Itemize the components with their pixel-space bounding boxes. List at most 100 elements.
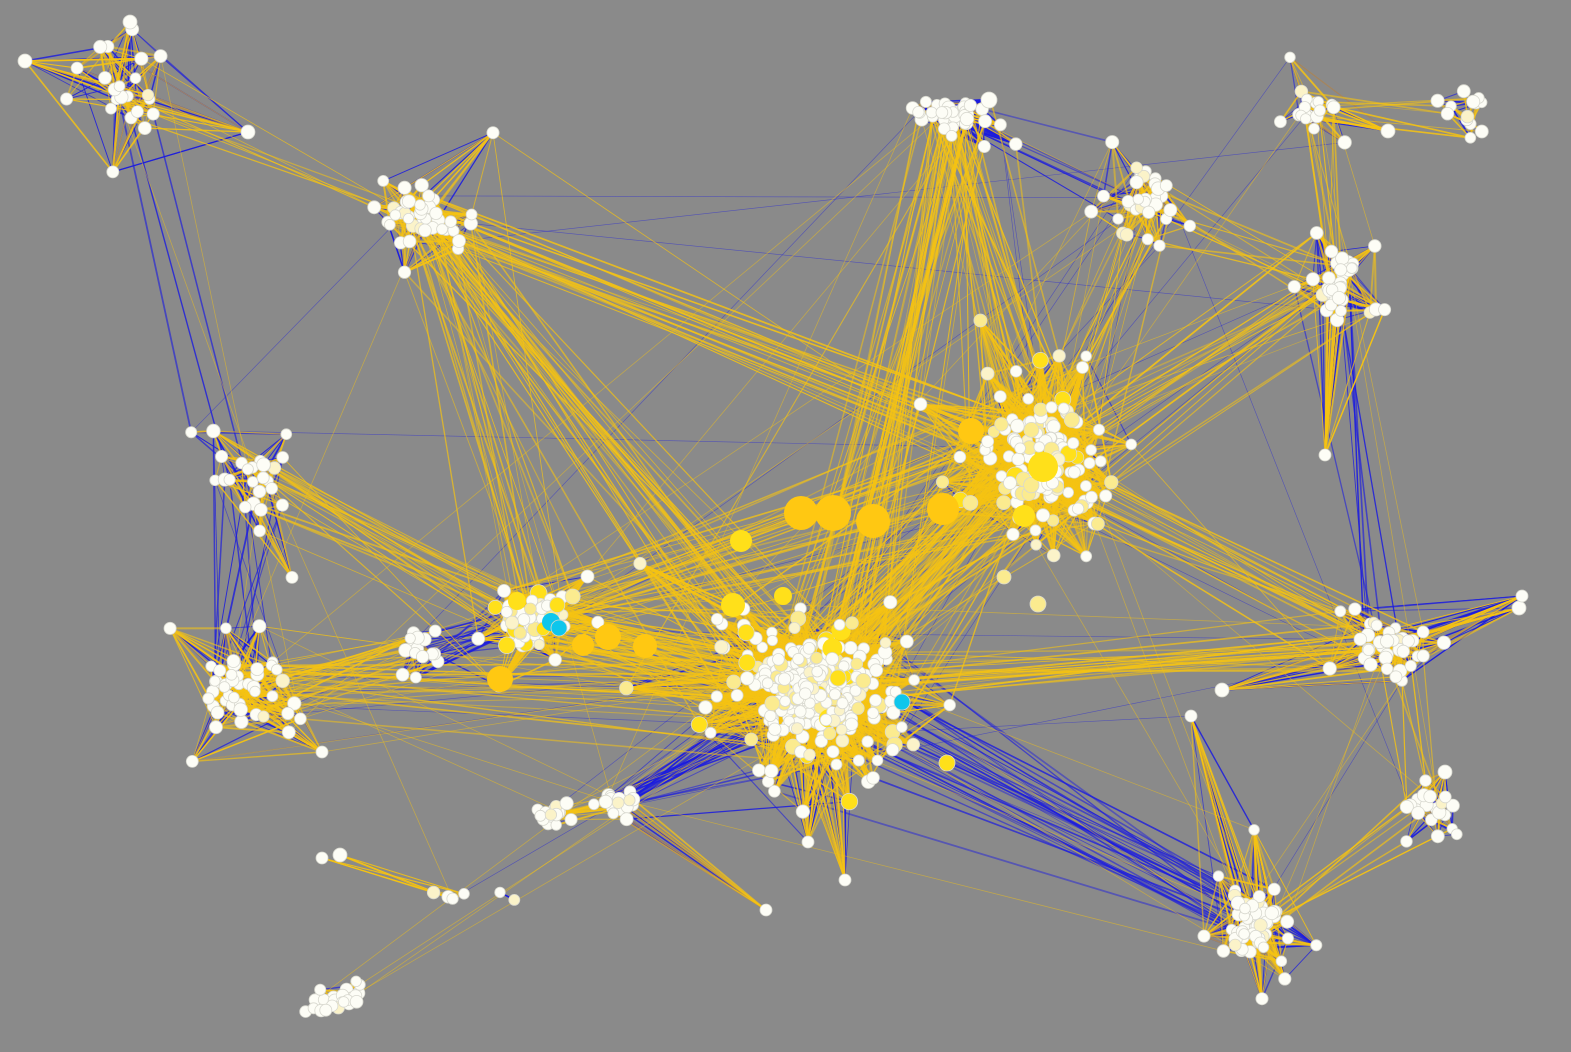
graph-node[interactable]	[253, 524, 266, 538]
graph-node[interactable]	[314, 983, 327, 996]
graph-node[interactable]	[153, 49, 168, 63]
graph-node[interactable]	[1125, 438, 1137, 451]
graph-node[interactable]	[1389, 670, 1403, 684]
graph-node[interactable]	[1030, 539, 1042, 551]
graph-node[interactable]	[1010, 418, 1025, 434]
graph-node[interactable]	[1142, 205, 1156, 219]
graph-node[interactable]	[766, 634, 779, 647]
graph-node[interactable]	[1029, 524, 1042, 537]
graph-node[interactable]	[163, 621, 177, 635]
graph-node[interactable]	[1076, 361, 1089, 374]
graph-node[interactable]	[840, 792, 859, 811]
graph-node[interactable]	[122, 14, 138, 30]
graph-node[interactable]	[367, 200, 382, 215]
graph-node[interactable]	[240, 124, 256, 140]
graph-node[interactable]	[836, 697, 849, 710]
graph-node[interactable]	[1104, 475, 1119, 490]
graph-node[interactable]	[1062, 486, 1075, 499]
graph-node[interactable]	[105, 102, 117, 115]
graph-node[interactable]	[1437, 764, 1453, 780]
graph-node[interactable]	[850, 657, 863, 671]
graph-node[interactable]	[1280, 914, 1295, 929]
graph-node[interactable]	[280, 428, 293, 441]
graph-node[interactable]	[819, 713, 833, 727]
graph-node[interactable]	[1093, 423, 1106, 436]
graph-node[interactable]	[1257, 941, 1270, 954]
graph-node[interactable]	[452, 234, 466, 248]
graph-node[interactable]	[822, 638, 843, 659]
graph-node[interactable]	[1515, 589, 1529, 603]
graph-node[interactable]	[788, 622, 801, 635]
graph-node-yellow-hub-8[interactable]	[829, 669, 847, 687]
graph-node[interactable]	[835, 723, 848, 736]
graph-node[interactable]	[401, 194, 416, 209]
graph-node[interactable]	[564, 813, 578, 827]
graph-node[interactable]	[1370, 619, 1383, 632]
graph-node[interactable]	[559, 796, 574, 811]
graph-node[interactable]	[93, 39, 108, 54]
graph-node[interactable]	[422, 189, 436, 203]
graph-node[interactable]	[1274, 115, 1287, 129]
graph-node[interactable]	[993, 390, 1007, 404]
graph-node[interactable]	[404, 632, 416, 644]
graph-node[interactable]	[1097, 189, 1110, 203]
graph-node[interactable]	[265, 482, 279, 495]
graph-node[interactable]	[994, 118, 1007, 132]
graph-node[interactable]	[564, 588, 581, 605]
graph-node[interactable]	[690, 716, 708, 733]
graph-node[interactable]	[384, 219, 396, 231]
graph-node[interactable]	[275, 498, 289, 512]
graph-node[interactable]	[141, 89, 155, 102]
graph-node[interactable]	[1212, 870, 1225, 882]
graph-node[interactable]	[1322, 271, 1336, 285]
graph-node[interactable]	[134, 51, 149, 66]
graph-node[interactable]	[458, 887, 470, 900]
graph-node[interactable]	[1368, 239, 1382, 253]
graph-node[interactable]	[1129, 175, 1144, 190]
graph-node[interactable]	[619, 680, 634, 696]
graph-node[interactable]	[281, 706, 295, 721]
graph-node[interactable]	[869, 663, 884, 678]
graph-node[interactable]	[759, 903, 773, 917]
graph-node[interactable]	[1239, 902, 1251, 915]
graph-node-gold-hub-2[interactable]	[815, 495, 851, 531]
graph-node[interactable]	[1363, 657, 1378, 672]
graph-node[interactable]	[826, 745, 840, 759]
graph-node[interactable]	[1022, 392, 1035, 405]
graph-node[interactable]	[704, 726, 717, 739]
graph-node[interactable]	[226, 654, 241, 668]
graph-node-yellow-hub-3[interactable]	[730, 530, 752, 552]
graph-node[interactable]	[1046, 548, 1061, 563]
graph-node[interactable]	[1080, 550, 1093, 563]
graph-node[interactable]	[726, 674, 742, 690]
graph-node[interactable]	[548, 653, 562, 667]
graph-node[interactable]	[409, 671, 422, 684]
graph-node[interactable]	[851, 701, 865, 715]
graph-node[interactable]	[1380, 633, 1395, 649]
graph-node[interactable]	[228, 691, 240, 704]
graph-node[interactable]	[1451, 828, 1463, 841]
graph-node[interactable]	[471, 631, 486, 646]
graph-node[interactable]	[444, 215, 457, 228]
graph-node[interactable]	[730, 689, 744, 702]
graph-node[interactable]	[1255, 992, 1269, 1006]
graph-node-gold-hub-8[interactable]	[572, 634, 594, 656]
graph-node[interactable]	[517, 613, 531, 626]
graph-node[interactable]	[1003, 475, 1017, 490]
graph-node[interactable]	[1080, 350, 1092, 362]
graph-node[interactable]	[1036, 508, 1051, 523]
graph-node[interactable]	[524, 602, 537, 616]
graph-node[interactable]	[294, 712, 307, 726]
graph-node[interactable]	[497, 584, 511, 598]
graph-node[interactable]	[1264, 905, 1279, 921]
graph-node[interactable]	[319, 1003, 333, 1017]
graph-node[interactable]	[287, 696, 302, 711]
graph-node[interactable]	[1183, 219, 1197, 233]
graph-node[interactable]	[943, 698, 956, 712]
graph-node[interactable]	[1313, 104, 1326, 117]
graph-node[interactable]	[883, 595, 898, 610]
graph-node[interactable]	[1380, 123, 1396, 139]
graph-node[interactable]	[795, 804, 811, 819]
graph-node[interactable]	[1511, 600, 1527, 616]
graph-node[interactable]	[623, 794, 636, 807]
